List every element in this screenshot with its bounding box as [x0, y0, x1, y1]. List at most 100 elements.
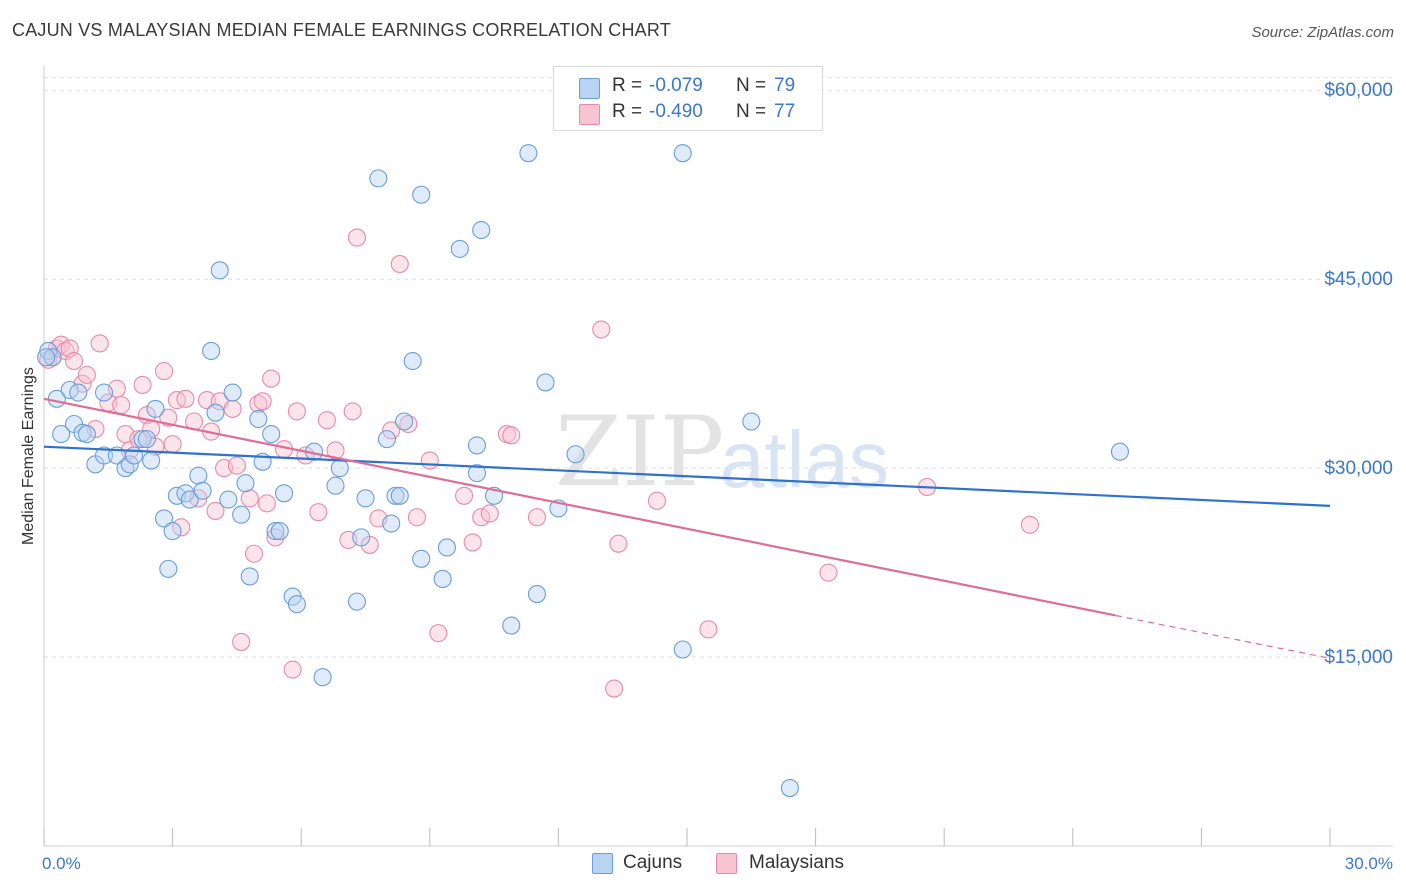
malaysian-point	[699, 620, 718, 639]
legend-row-malaysians: R = -0.490 N = 77	[554, 101, 822, 127]
malaysian-point	[112, 396, 131, 415]
cajun-point	[673, 640, 692, 659]
watermark: ZIP atlas	[555, 396, 889, 508]
cajun-point	[450, 239, 469, 258]
cajun-point	[412, 185, 431, 204]
cajun-point	[433, 569, 452, 588]
cajuns-trend-line	[43, 445, 1331, 507]
malaysians-trend-line	[43, 397, 1116, 617]
malaysian-point	[343, 402, 362, 421]
cajun-point	[202, 341, 221, 360]
malaysian-point	[287, 402, 306, 421]
y-tick-label: $45,000	[1324, 269, 1393, 290]
r-value: -0.079	[649, 75, 703, 96]
watermark-atlas: atlas	[720, 415, 889, 504]
source-label: Source: ZipAtlas.com	[1251, 24, 1394, 41]
cajun-point	[377, 430, 396, 449]
malaysian-point	[232, 632, 251, 651]
cajun-point	[270, 522, 289, 541]
cajun-point	[159, 559, 178, 578]
malaysian-point	[77, 365, 96, 384]
cajun-point	[236, 474, 255, 493]
y-axis-label: Median Female Earnings	[20, 367, 37, 545]
r-value: -0.490	[649, 101, 703, 122]
malaysian-point	[407, 508, 426, 527]
malaysians-trend-extension	[1115, 614, 1331, 659]
cajun-point	[94, 446, 114, 465]
malaysian-point	[163, 435, 182, 454]
cajun-point	[527, 585, 547, 604]
cajun-point	[467, 436, 487, 455]
malaysian-point	[159, 408, 178, 427]
malaysian-point	[455, 486, 474, 505]
cajun-point	[313, 668, 332, 687]
cajun-point	[742, 412, 761, 431]
chart-title: CAJUN VS MALAYSIAN MEDIAN FEMALE EARNING…	[12, 20, 671, 40]
cajun-point	[780, 779, 799, 798]
cajun-point	[266, 522, 285, 541]
cajun-point	[137, 430, 156, 449]
cajun-point	[275, 484, 294, 503]
cajun-point	[287, 595, 306, 614]
cajun-point	[326, 476, 345, 495]
malaysian-point	[257, 494, 276, 513]
malaysian-point	[244, 544, 264, 563]
malaysian-point	[647, 491, 667, 510]
y-tick-label: $30,000	[1324, 458, 1393, 479]
cajun-point	[206, 403, 225, 422]
cajun-point	[472, 220, 491, 240]
cajun-point	[437, 538, 456, 557]
cajun-point	[77, 425, 96, 444]
malaysian-point	[223, 399, 242, 418]
malaysian-point	[472, 508, 491, 527]
axes	[43, 65, 1393, 847]
cajun-point	[142, 451, 161, 470]
cajun-point	[412, 549, 431, 568]
malaysian-point	[420, 451, 439, 470]
cajun-point	[262, 425, 281, 444]
malaysian-point	[605, 679, 624, 698]
malaysian-point	[262, 369, 281, 388]
cajun-point	[120, 455, 139, 474]
r-label: R =	[612, 101, 643, 122]
cajun-point	[536, 373, 555, 392]
cajun-point	[249, 409, 268, 429]
legend-malaysians-swatch	[716, 853, 737, 874]
malaysian-point	[609, 534, 628, 553]
malaysian-point	[64, 351, 84, 371]
cajun-point	[52, 425, 71, 444]
malaysian-point	[390, 254, 409, 274]
malaysian-point	[502, 426, 521, 445]
cajun-point	[382, 514, 401, 533]
cajun-point	[519, 144, 538, 163]
malaysian-point	[172, 518, 191, 537]
malaysian-point	[527, 508, 547, 527]
malaysians-swatch	[579, 104, 600, 125]
malaysian-point	[253, 392, 272, 411]
malaysian-point	[240, 489, 259, 508]
correlation-legend: R = -0.079 N = 79 R = -0.490 N = 77	[553, 66, 823, 131]
n-label: N =	[736, 101, 767, 122]
tick-labels: $15,000 $30,000 $45,000 $60,000 0.0% 30.0%	[42, 80, 1393, 873]
legend-cajuns-label: Cajuns	[623, 852, 683, 873]
x-tick-label: 0.0%	[42, 854, 81, 873]
cajuns-swatch	[579, 78, 600, 99]
n-label: N =	[736, 75, 767, 96]
malaysian-point	[1020, 515, 1039, 534]
malaysian-point	[382, 421, 401, 440]
cajun-point	[94, 383, 114, 402]
cajun-point	[395, 412, 414, 431]
malaysian-point	[429, 624, 448, 643]
malaysian-point	[227, 456, 246, 475]
cajun-point	[223, 383, 242, 402]
cajun-point	[210, 261, 229, 280]
cajun-point	[37, 348, 56, 367]
cajun-point	[347, 592, 366, 611]
cajun-point	[566, 445, 585, 464]
malaysian-point	[133, 375, 152, 395]
cajun-point	[133, 430, 152, 449]
legend-row-cajuns: R = -0.079 N = 79	[554, 75, 822, 101]
malaysian-point	[154, 362, 174, 381]
malaysian-point	[480, 504, 499, 523]
